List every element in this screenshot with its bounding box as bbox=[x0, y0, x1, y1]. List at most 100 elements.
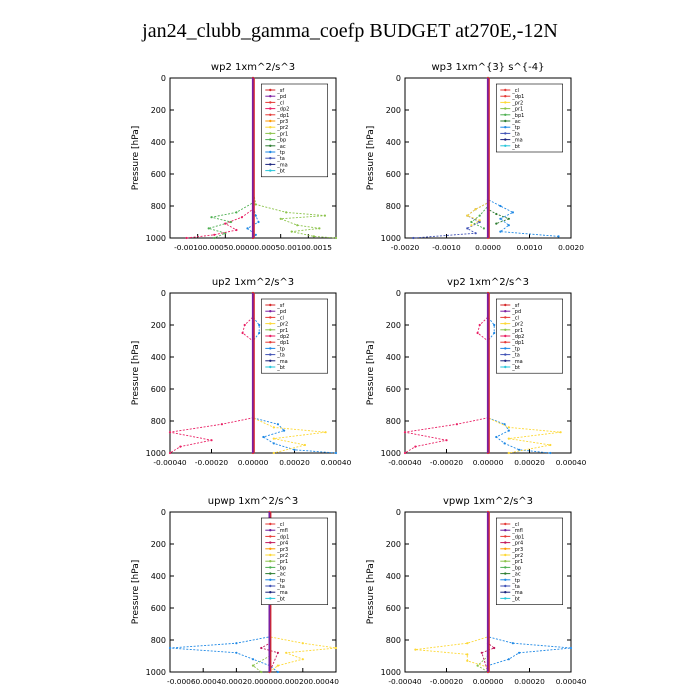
y-tick-label: 600 bbox=[386, 170, 401, 179]
legend-label: _pr2 bbox=[276, 125, 288, 131]
series-point_dp2 bbox=[168, 431, 172, 434]
legend-marker bbox=[504, 566, 507, 569]
legend-marker bbox=[269, 341, 272, 344]
series-point_pr4 bbox=[260, 646, 263, 650]
legend-label: _tp bbox=[511, 125, 520, 131]
y-tick-label: 1000 bbox=[146, 234, 166, 243]
series-point_tp bbox=[168, 646, 172, 650]
chart-title: up2 1xm^2/s^3 bbox=[212, 277, 294, 288]
legend-marker bbox=[269, 547, 272, 550]
series-point_tp bbox=[507, 658, 510, 661]
series-line_dp2 bbox=[186, 78, 254, 239]
series-point_tp bbox=[334, 451, 338, 455]
series-point_pr1 bbox=[296, 224, 299, 227]
x-tick-label: 0.00000 bbox=[238, 458, 269, 467]
series-point_pr1 bbox=[318, 227, 321, 230]
series-point_tp bbox=[557, 235, 560, 238]
x-tick-label: -0.00040 bbox=[388, 458, 422, 467]
series-point_pr2 bbox=[466, 642, 469, 645]
x-tick-label: -0.00020 bbox=[195, 458, 229, 467]
legend-marker bbox=[504, 529, 507, 532]
legend-marker bbox=[504, 132, 507, 135]
y-tick-label: 600 bbox=[151, 604, 166, 613]
legend-marker bbox=[269, 303, 272, 307]
x-tick-label: 0.00020 bbox=[514, 677, 545, 686]
series-point_pr2 bbox=[507, 437, 510, 440]
legend-marker bbox=[504, 310, 507, 313]
legend-label: _bp bbox=[276, 565, 286, 571]
legend-marker bbox=[269, 359, 272, 362]
series-point_pr2 bbox=[272, 451, 275, 455]
y-tick-label: 400 bbox=[151, 572, 166, 581]
legend-marker bbox=[269, 553, 272, 557]
page-title: jan24_clubb_gamma_coefp BUDGET at270E,-1… bbox=[142, 20, 558, 42]
legend-marker bbox=[504, 584, 507, 588]
legend-label: _pr4 bbox=[511, 541, 523, 547]
y-tick-label: 800 bbox=[386, 636, 401, 645]
series-line_pr4 bbox=[481, 512, 496, 673]
chart-title: vp2 1xm^2/s^3 bbox=[447, 277, 529, 288]
legend-marker bbox=[269, 560, 272, 563]
chart-panel-4: vp2 1xm^2/s^3 Pressure [hPa] 0 200 400 600 800… bbox=[366, 277, 587, 467]
y-tick-label: 400 bbox=[386, 138, 401, 147]
series-point_ta bbox=[478, 220, 481, 224]
series-point_dp2 bbox=[179, 445, 182, 448]
legend-label: _ma bbox=[276, 162, 287, 168]
series-point_dp2 bbox=[235, 228, 238, 232]
series-line_tp bbox=[169, 512, 279, 673]
series-point_tp bbox=[251, 658, 255, 661]
legend-label: _pr2 bbox=[511, 322, 523, 328]
series-point_pr1 bbox=[476, 664, 479, 667]
x-tick-label: -0.00020 bbox=[430, 677, 464, 686]
legend-marker bbox=[269, 328, 272, 331]
legend-marker bbox=[269, 353, 272, 356]
y-tick-label: 0 bbox=[396, 74, 401, 83]
series-point_dp2 bbox=[185, 236, 188, 240]
legend-label: _pr1 bbox=[276, 131, 288, 137]
series-point_tp bbox=[257, 220, 260, 224]
series-point_tp bbox=[518, 651, 521, 654]
legend-marker bbox=[504, 107, 507, 110]
plot-frame bbox=[169, 511, 337, 673]
legend-marker bbox=[504, 138, 507, 141]
series-point_tp bbox=[499, 204, 502, 208]
series-point_tp bbox=[235, 642, 238, 645]
series-point_tp bbox=[272, 442, 275, 445]
legend-label: _pr1 bbox=[276, 328, 288, 334]
legend-label: _pr4 bbox=[276, 541, 288, 547]
legend-label: _ac bbox=[511, 119, 521, 125]
series-point_tp bbox=[495, 435, 498, 439]
series-point_dp2 bbox=[445, 439, 448, 442]
series-point_pr2 bbox=[466, 659, 469, 662]
series-line_bp bbox=[207, 78, 254, 239]
series-point_pr4 bbox=[480, 651, 483, 654]
series-point_pr2 bbox=[301, 642, 304, 645]
legend-marker bbox=[269, 566, 272, 569]
series-point_pr1 bbox=[260, 670, 263, 674]
series-point_pr2 bbox=[478, 219, 481, 222]
legend-marker bbox=[504, 359, 507, 362]
x-tick-label: 0.00020 bbox=[514, 458, 545, 467]
legend-label: _ta bbox=[276, 584, 285, 590]
series-point_tp bbox=[549, 451, 552, 455]
series-line_pr2 bbox=[415, 512, 489, 672]
series-point_tp bbox=[254, 214, 257, 217]
series-point_pr2 bbox=[507, 426, 510, 429]
legend-marker bbox=[504, 553, 507, 557]
series-point_pr1 bbox=[254, 203, 257, 206]
series-line_pr1 bbox=[252, 78, 337, 239]
series-point_dp2 bbox=[241, 331, 244, 335]
y-tick-label: 1000 bbox=[146, 668, 166, 677]
legend-label: _bt bbox=[511, 596, 520, 602]
legend-label: _pr3 bbox=[511, 547, 523, 553]
chart-title: wp3 1xm^{3} s^{-4} bbox=[431, 62, 544, 73]
x-tick-label: 0.00040 bbox=[556, 458, 587, 467]
legend-label: _tp bbox=[511, 346, 520, 352]
y-tick-label: 400 bbox=[386, 353, 401, 362]
series-point_ta bbox=[466, 227, 469, 230]
series-point_bp bbox=[210, 216, 213, 219]
series-point_pr4 bbox=[493, 646, 496, 650]
legend-label: _dp2 bbox=[276, 334, 289, 340]
legend-label: _ta bbox=[511, 353, 520, 359]
legend-label: _sf bbox=[276, 303, 284, 309]
